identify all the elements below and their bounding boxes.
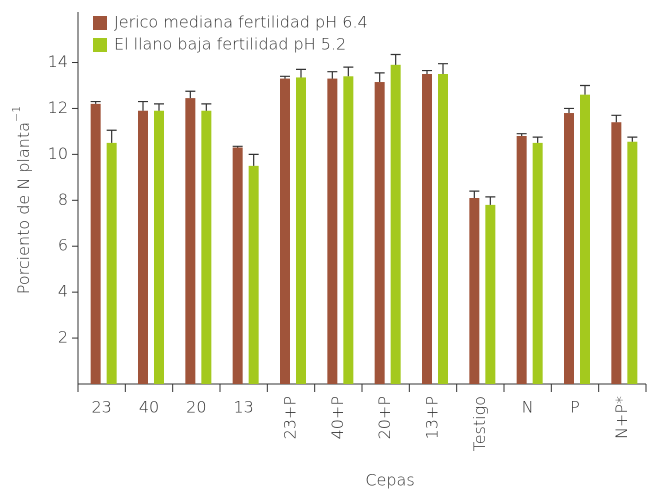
- bar: [232, 147, 243, 384]
- error-bar: [422, 69, 432, 74]
- y-tick-label: 6: [58, 236, 68, 255]
- bar: [627, 141, 638, 384]
- bar: [280, 78, 290, 384]
- bar: [154, 110, 164, 385]
- x-tick-label: 13+P: [423, 396, 442, 439]
- bar: [485, 204, 496, 384]
- error-bar: [485, 196, 496, 205]
- error-bar: [185, 90, 196, 99]
- bar: [90, 103, 101, 384]
- x-tick-label: 40: [139, 398, 159, 417]
- y-axis-label-text: Porciento de N planta: [14, 122, 33, 294]
- bar: [138, 110, 148, 385]
- error-bar: [296, 68, 306, 78]
- legend-swatch: [93, 38, 107, 52]
- x-tick-label: 23: [91, 398, 111, 417]
- error-bar: [532, 136, 543, 143]
- error-bar: [232, 145, 243, 148]
- legend-swatch: [93, 16, 107, 30]
- x-tick-label: N: [522, 398, 534, 417]
- y-tick-label: 14: [48, 52, 68, 71]
- bar: [438, 74, 448, 384]
- y-axis-label: Porciento de N planta−1: [10, 106, 33, 294]
- error-bar: [138, 100, 148, 111]
- error-bar: [580, 84, 590, 95]
- error-bar: [469, 190, 480, 198]
- bar: [611, 122, 622, 384]
- x-tick-label: 20: [186, 398, 206, 417]
- legend-label: El llano baja fertilidad pH 5.2: [114, 35, 346, 54]
- legend-label: Jerico mediana fertilidad pH 6.4: [114, 13, 368, 32]
- bar: [516, 136, 527, 384]
- bar: [296, 77, 306, 384]
- x-tick-label: 13: [233, 398, 253, 417]
- error-bar: [90, 100, 101, 104]
- error-bar: [327, 71, 338, 79]
- bar: [564, 113, 574, 384]
- bar: [106, 142, 117, 384]
- x-tick-label: Testigo: [470, 396, 489, 451]
- bar: [185, 98, 196, 384]
- error-bar: [390, 53, 401, 65]
- bar: [327, 78, 338, 384]
- bar: [469, 198, 480, 384]
- y-tick-label: 4: [58, 282, 68, 301]
- y-axis-label-superscript: −1: [10, 106, 23, 122]
- x-tick-label: N+P*: [612, 396, 631, 439]
- error-bar: [438, 63, 448, 74]
- bar: [374, 82, 385, 384]
- bar: [248, 165, 259, 384]
- bar: [422, 74, 432, 384]
- x-axis-label: Cepas: [365, 471, 414, 490]
- bar: [390, 64, 401, 384]
- error-bar: [201, 103, 212, 111]
- x-tick-label: 40+P: [328, 396, 347, 439]
- error-bar: [516, 133, 527, 136]
- x-tick-label: 20+P: [375, 396, 394, 439]
- error-bar: [343, 66, 354, 77]
- error-bar: [248, 153, 259, 166]
- y-tick-label: 8: [58, 190, 68, 209]
- y-tick-label: 12: [48, 98, 68, 117]
- error-bar: [280, 75, 290, 79]
- error-bar: [374, 72, 385, 83]
- error-bar: [564, 107, 574, 114]
- error-bar: [611, 114, 622, 123]
- x-tick-label: P: [570, 398, 580, 417]
- bar: [201, 110, 212, 385]
- error-bar: [154, 103, 164, 111]
- bar: [343, 76, 354, 384]
- bar: [580, 94, 590, 385]
- error-bar: [106, 129, 117, 143]
- y-tick-label: 10: [48, 144, 68, 163]
- error-bar: [627, 136, 638, 142]
- y-tick-label: 2: [58, 328, 68, 347]
- bar: [532, 142, 543, 384]
- x-tick-label: 23+P: [281, 396, 300, 439]
